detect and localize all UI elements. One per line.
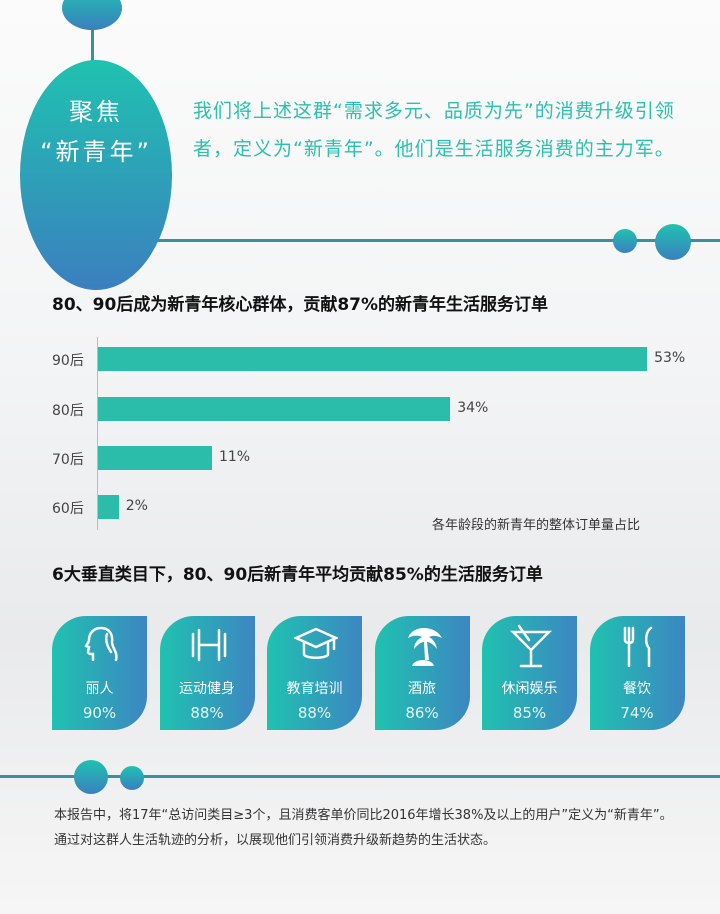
category-card: 餐饮 74%	[589, 616, 685, 730]
category-name: 丽人	[85, 681, 114, 697]
footer-text: 本报告中，将17年“总访问类目≥3个，且消费客单价同比2016年增长38%及以上…	[54, 808, 673, 848]
category-value: 86%	[405, 704, 439, 722]
category-card: 教育培训 88%	[267, 616, 362, 730]
decor-circle	[613, 229, 637, 253]
category-value: 85%	[512, 704, 547, 722]
decor-circle	[74, 760, 108, 794]
decor-circle	[120, 766, 144, 790]
intro-text: 我们将上述这群“需求多元、品质为先”的消费升级引领者，定义为“新青年”。他们是生…	[193, 100, 675, 160]
bar	[98, 495, 119, 519]
category-name: 休闲娱乐	[501, 681, 558, 697]
woman-profile-icon	[84, 626, 118, 662]
category-name: 酒旅	[408, 681, 436, 697]
category-label: 60后	[52, 501, 84, 517]
fork-knife-icon	[623, 626, 652, 668]
category-name: 教育培训	[286, 681, 343, 697]
focus-badge: 聚焦 “新青年”	[20, 60, 172, 290]
bar	[98, 397, 451, 421]
value-label: 2%	[125, 498, 148, 514]
category-label: 90后	[52, 353, 84, 369]
chart-note: 各年龄段的新青年的整体订单量占比	[432, 518, 641, 533]
category-value: 88%	[190, 704, 224, 722]
value-label: 11%	[218, 449, 251, 465]
bar	[98, 446, 212, 470]
category-value: 74%	[620, 704, 654, 722]
value-label: 53%	[654, 350, 686, 366]
category-card: 丽人 90%	[52, 616, 147, 730]
category-card: 休闲娱乐 85%	[482, 616, 577, 730]
y-axis	[97, 337, 98, 530]
category-label: 70后	[52, 452, 84, 468]
cocktail-icon	[509, 624, 553, 668]
categories-title: 6大垂直类目下，80、90后新青年平均贡献85%的生活服务订单	[52, 565, 543, 585]
badge-line2: “新青年”	[40, 138, 152, 166]
divider-line	[0, 775, 720, 778]
category-value: 88%	[297, 704, 332, 722]
graduation-cap-icon	[294, 627, 338, 659]
category-label: 80后	[52, 403, 84, 419]
palm-tree-icon	[407, 628, 442, 666]
category-name: 运动健身	[179, 681, 235, 697]
category-card: 酒旅 86%	[374, 616, 470, 730]
decor-circle	[655, 224, 691, 260]
category-value: 90%	[82, 704, 117, 722]
dumbbell-icon	[191, 628, 226, 662]
category-card: 运动健身 88%	[159, 616, 255, 730]
bar	[98, 347, 648, 371]
badge-line1: 聚焦	[69, 98, 123, 126]
category-name: 餐饮	[623, 681, 651, 697]
chart-title: 80、90后成为新青年核心群体，贡献87%的新青年生活服务订单	[52, 295, 549, 315]
value-label: 34%	[457, 400, 489, 416]
divider-line	[91, 239, 720, 242]
